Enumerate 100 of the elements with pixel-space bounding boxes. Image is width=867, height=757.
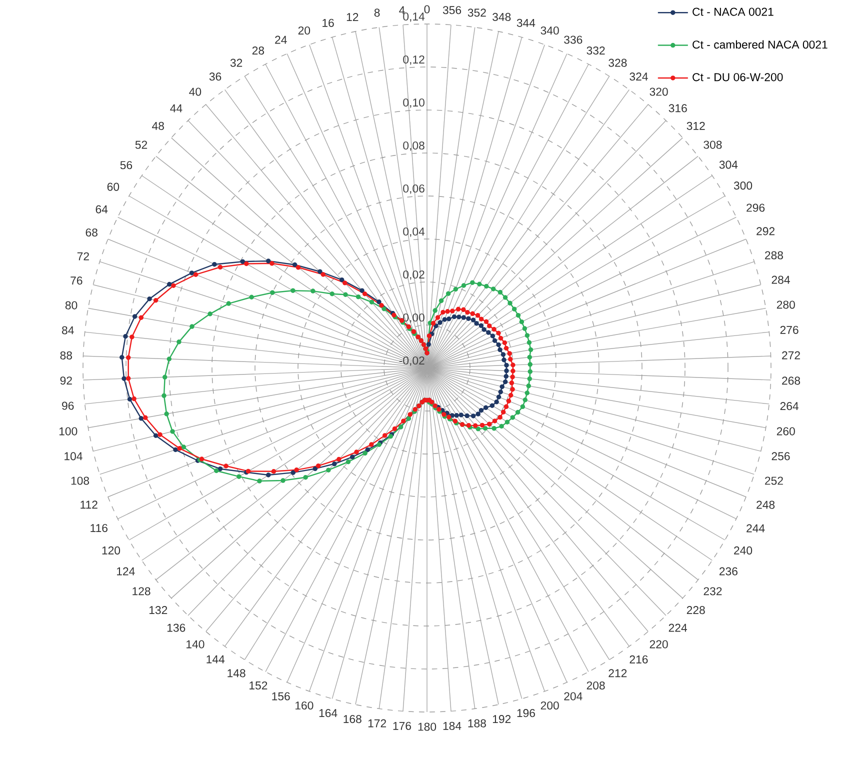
spoke-label: 184 bbox=[443, 722, 462, 730]
spoke-label: 136 bbox=[167, 624, 186, 632]
spoke-label: 144 bbox=[206, 655, 225, 664]
spoke-label: 340 bbox=[540, 26, 559, 35]
spoke-label: 232 bbox=[704, 587, 722, 596]
spoke-label: 352 bbox=[468, 8, 486, 17]
spoke-label: 320 bbox=[650, 88, 668, 96]
y-tick-label: 0,12 bbox=[403, 55, 424, 65]
spoke-label: 240 bbox=[734, 546, 752, 554]
legend-label: Ct - DU 06-W-200 bbox=[692, 73, 783, 82]
spoke-label: 84 bbox=[62, 326, 74, 334]
spoke-label: 216 bbox=[630, 655, 648, 664]
spoke-label: 36 bbox=[209, 72, 222, 81]
spoke-label: 124 bbox=[117, 567, 135, 576]
spoke-label: 220 bbox=[650, 640, 668, 648]
spoke-label: 76 bbox=[70, 276, 82, 285]
spoke-label: 244 bbox=[746, 524, 765, 532]
spoke-label: 116 bbox=[90, 524, 108, 532]
spoke-label: 100 bbox=[59, 427, 78, 436]
spoke-label: 276 bbox=[780, 326, 798, 334]
legend-label: Ct - cambered NACA 0021 bbox=[692, 40, 828, 49]
spoke-label: 80 bbox=[65, 301, 78, 310]
spoke-label: 280 bbox=[776, 300, 795, 309]
spoke-label: 120 bbox=[102, 546, 120, 554]
spoke-label: 128 bbox=[132, 587, 150, 596]
spoke-label: 168 bbox=[344, 715, 362, 724]
spoke-label: 44 bbox=[170, 104, 182, 112]
spoke-label: 88 bbox=[60, 351, 72, 360]
spoke-label: 148 bbox=[228, 669, 246, 678]
spoke-label: 112 bbox=[80, 500, 98, 509]
spoke-label: 24 bbox=[275, 36, 287, 44]
y-tick-label: 0,04 bbox=[403, 227, 425, 237]
spoke-label: 316 bbox=[668, 104, 687, 112]
spoke-label: 256 bbox=[772, 452, 790, 460]
spoke-label: 172 bbox=[368, 719, 386, 728]
spoke-label: 312 bbox=[686, 122, 705, 130]
spoke-label: 264 bbox=[780, 402, 798, 410]
spoke-label: 228 bbox=[686, 606, 705, 614]
y-tick-label: 0,10 bbox=[403, 98, 424, 108]
spoke-label: 72 bbox=[77, 252, 89, 260]
spoke-label: 176 bbox=[393, 722, 411, 730]
spoke-label: 288 bbox=[765, 251, 783, 260]
legend-label: Ct - NACA 0021 bbox=[692, 8, 774, 16]
spoke-label: 8 bbox=[374, 8, 380, 17]
spoke-label: 356 bbox=[442, 6, 462, 14]
spoke-label: 104 bbox=[64, 452, 82, 460]
spoke-label: 284 bbox=[772, 276, 790, 284]
spoke-label: 248 bbox=[756, 500, 775, 509]
spoke-label: 272 bbox=[782, 351, 800, 360]
spoke-label: 92 bbox=[60, 376, 72, 385]
spoke-label: 204 bbox=[564, 692, 582, 700]
spoke-label: 164 bbox=[319, 709, 338, 718]
spoke-label: 200 bbox=[540, 701, 559, 710]
spoke-label: 132 bbox=[149, 606, 168, 614]
spoke-label: 212 bbox=[608, 669, 627, 678]
spoke-label: 268 bbox=[782, 376, 800, 385]
spoke-label: 16 bbox=[322, 18, 334, 27]
spoke-label: 344 bbox=[516, 18, 536, 27]
spoke-label: 68 bbox=[86, 228, 98, 237]
spoke-label: 96 bbox=[62, 402, 74, 410]
spoke-label: 208 bbox=[586, 681, 605, 690]
spoke-label: 196 bbox=[517, 709, 535, 718]
spoke-label: 224 bbox=[668, 624, 688, 632]
spoke-label: 108 bbox=[71, 476, 90, 485]
spoke-label: 12 bbox=[346, 13, 358, 21]
spoke-label: 48 bbox=[152, 122, 164, 130]
spoke-label: 260 bbox=[776, 427, 795, 436]
spoke-label: 308 bbox=[704, 140, 722, 149]
spoke-label: 332 bbox=[586, 46, 605, 55]
spoke-label: 156 bbox=[272, 692, 290, 700]
spoke-label: 300 bbox=[734, 182, 752, 190]
spoke-label: 348 bbox=[492, 12, 511, 21]
spoke-label: 304 bbox=[719, 160, 738, 169]
spoke-label: 328 bbox=[608, 58, 627, 67]
y-tick-label: 0,14 bbox=[403, 12, 425, 22]
spoke-label: 32 bbox=[230, 58, 242, 67]
y-tick-label: 0,08 bbox=[403, 141, 424, 151]
spoke-label: 4 bbox=[399, 6, 405, 14]
y-tick-label: 0,06 bbox=[403, 184, 424, 194]
spoke-label: 28 bbox=[252, 46, 264, 55]
spoke-label: 292 bbox=[756, 227, 774, 236]
spoke-label: 40 bbox=[189, 88, 202, 96]
y-tick-label: 0,00 bbox=[403, 313, 424, 323]
spoke-label: 152 bbox=[250, 681, 268, 690]
spoke-label: 336 bbox=[564, 36, 582, 44]
spoke-label: 20 bbox=[298, 26, 310, 35]
spoke-label: 0 bbox=[424, 5, 430, 14]
spoke-label: 160 bbox=[296, 701, 314, 710]
spoke-label: 296 bbox=[746, 204, 765, 212]
spoke-label: 324 bbox=[630, 72, 648, 81]
spoke-label: 56 bbox=[120, 161, 132, 170]
spoke-label: 52 bbox=[135, 140, 148, 149]
spoke-label: 60 bbox=[107, 182, 120, 191]
spoke-label: 252 bbox=[765, 476, 783, 485]
spoke-label: 140 bbox=[186, 640, 204, 648]
spoke-label: 180 bbox=[418, 722, 436, 731]
spoke-label: 188 bbox=[468, 719, 486, 728]
y-tick-label: 0,02 bbox=[403, 270, 424, 280]
spoke-label: 64 bbox=[96, 205, 108, 214]
spoke-label: 236 bbox=[719, 567, 738, 576]
